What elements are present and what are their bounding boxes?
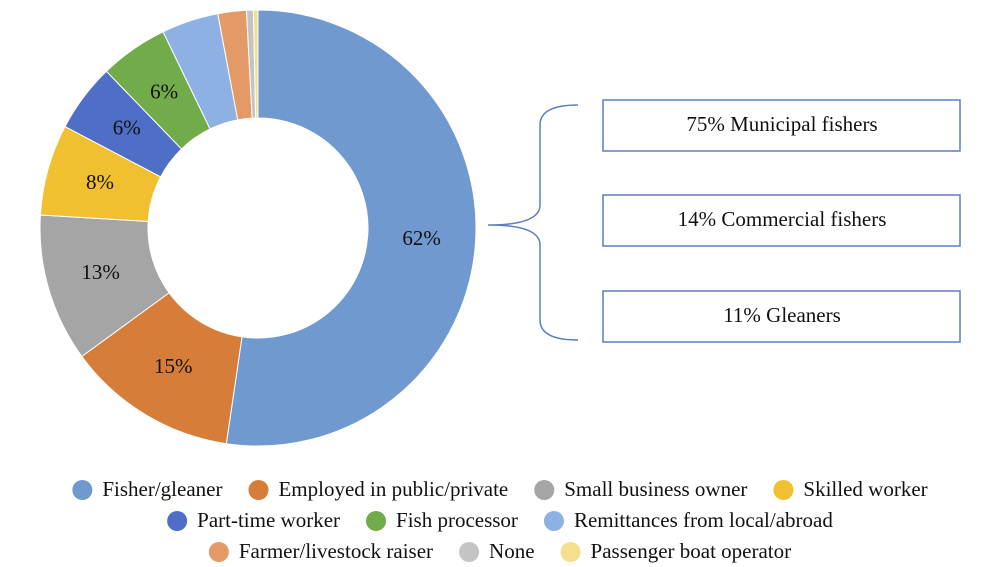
legend-marker: [773, 480, 794, 500]
slice: [225, 9, 477, 447]
data-label: 8%: [86, 170, 114, 194]
annotation: 75% Municipal fishers: [686, 112, 877, 136]
legend-label: Remittances from local/abroad: [574, 508, 833, 532]
annotation-box: [602, 99, 961, 152]
legend-marker: [560, 542, 581, 562]
legend-marker: [459, 542, 480, 562]
legend-marker: [167, 511, 188, 531]
legend-label: Employed in public/private: [278, 477, 508, 501]
annotation: 11% Gleaners: [723, 303, 841, 327]
legend-marker: [208, 542, 229, 562]
legend-label: Fish processor: [396, 508, 518, 532]
slice: [252, 9, 259, 119]
legend-label: Fisher/gleaner: [102, 477, 222, 501]
data-label: 15%: [154, 354, 193, 378]
legend-label: Farmer/livestock raiser: [239, 539, 433, 563]
data-label: 6%: [113, 115, 141, 139]
annotation-box: [602, 290, 961, 343]
legend-marker: [534, 480, 555, 500]
annotation-box: [602, 194, 961, 247]
data-label: 6%: [150, 79, 178, 103]
annotation: 14% Commercial fishers: [678, 207, 887, 231]
legend-label: None: [489, 539, 535, 563]
legend-marker: [366, 511, 387, 531]
legend-marker: [543, 511, 564, 531]
legend-label: Skilled worker: [803, 477, 927, 501]
legend-label: Part-time worker: [197, 508, 340, 532]
data-label: 13%: [81, 260, 120, 284]
legend-label: Passenger boat operator: [591, 539, 792, 563]
bracket: [487, 104, 579, 341]
legend-marker: [248, 480, 269, 500]
legend-marker: [72, 480, 93, 500]
legend-label: Small business owner: [564, 477, 747, 501]
data-label: 62%: [402, 226, 441, 250]
